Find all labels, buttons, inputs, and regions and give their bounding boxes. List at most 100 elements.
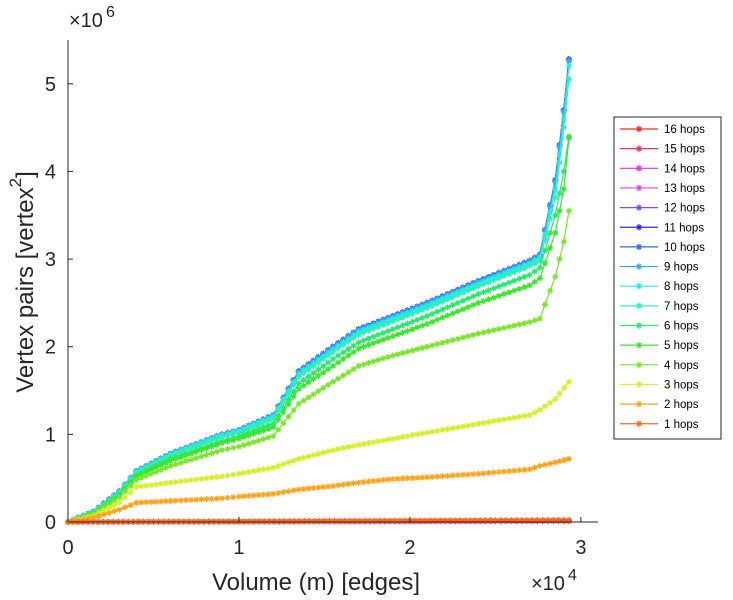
series-marker (127, 482, 134, 489)
series-marker (203, 445, 210, 452)
legend-entry: 15 hops (620, 144, 705, 156)
legend-label: 1 hops (664, 419, 699, 431)
series-marker (265, 465, 272, 472)
series-marker (547, 229, 554, 236)
series-marker (306, 518, 313, 525)
series-marker (240, 434, 247, 441)
series-marker (375, 338, 382, 345)
series-marker (470, 302, 477, 309)
series-marker (516, 275, 523, 282)
legend-entry: 4 hops (620, 360, 699, 372)
series-marker (465, 471, 472, 478)
series-marker (424, 320, 431, 327)
legend-marker (635, 184, 643, 192)
series-marker (95, 513, 102, 520)
series-marker (100, 511, 107, 518)
series-marker (152, 468, 159, 475)
series-marker (280, 404, 287, 411)
legend-label: 7 hops (664, 301, 699, 313)
series-marker (485, 328, 492, 335)
series-marker (465, 333, 472, 340)
series-marker (188, 496, 195, 503)
series-marker (355, 441, 362, 448)
series-marker (172, 450, 179, 457)
series-marker (442, 517, 449, 524)
series-marker (157, 457, 164, 464)
series-marker (454, 424, 461, 431)
series-marker (143, 468, 150, 475)
series-marker (434, 316, 441, 323)
series-marker (526, 271, 533, 278)
series-marker (260, 466, 267, 473)
series-marker (389, 333, 396, 340)
series-marker (335, 359, 342, 366)
series-marker (547, 460, 554, 467)
series-marker (437, 517, 444, 524)
series-marker (230, 494, 237, 501)
legend-label: 10 hops (664, 242, 705, 254)
series-marker (429, 342, 436, 349)
series-marker (213, 435, 220, 442)
y-axis-label-end: ] (12, 171, 39, 178)
series-marker (235, 435, 242, 442)
series-marker (439, 339, 446, 346)
series-marker (300, 397, 307, 404)
series-marker (495, 417, 502, 424)
series-marker (157, 462, 164, 469)
series-marker (521, 265, 528, 272)
series-marker (200, 518, 207, 525)
series-marker (250, 492, 257, 499)
series-marker (547, 208, 554, 215)
series-marker (218, 447, 225, 454)
series-marker (182, 452, 189, 459)
series-marker (552, 212, 559, 219)
series-marker (162, 464, 169, 471)
series-marker (444, 304, 451, 311)
series-marker (315, 450, 322, 457)
series-marker (315, 366, 322, 373)
series-marker (203, 496, 210, 503)
series-marker (531, 260, 538, 267)
series-marker (375, 323, 382, 330)
series-marker (240, 493, 247, 500)
series-marker (429, 310, 436, 317)
series-marker (511, 322, 518, 329)
series-marker (111, 497, 118, 504)
series-marker (542, 301, 548, 308)
series-marker (85, 515, 92, 522)
series-marker (270, 433, 277, 440)
series-marker (523, 517, 530, 524)
series-marker (224, 438, 231, 445)
series-marker (138, 483, 145, 490)
series-marker (250, 430, 257, 437)
series-marker (172, 497, 179, 504)
series-marker (106, 509, 113, 516)
series-marker (500, 324, 507, 331)
series-marker (127, 502, 134, 509)
series-marker (148, 470, 155, 477)
series-marker (539, 517, 546, 524)
series-marker (536, 264, 543, 271)
series-marker (470, 285, 477, 292)
series-marker (177, 497, 184, 504)
series-marker (447, 517, 454, 524)
series-marker (325, 381, 332, 388)
series-marker (380, 329, 387, 336)
series-marker (320, 385, 327, 392)
series-marker (500, 273, 507, 280)
series-marker (218, 495, 225, 502)
series-marker (495, 292, 502, 299)
series-marker (550, 516, 557, 523)
x-tick-label: 3 (575, 537, 586, 559)
series-marker (516, 321, 523, 328)
series-marker (465, 287, 472, 294)
series-marker (375, 477, 382, 484)
series-marker (424, 474, 431, 481)
series-marker (565, 207, 572, 214)
series-marker (470, 421, 477, 428)
series-marker (355, 331, 362, 338)
series-marker (305, 453, 312, 460)
series-marker (506, 279, 513, 286)
series-marker (477, 517, 484, 524)
